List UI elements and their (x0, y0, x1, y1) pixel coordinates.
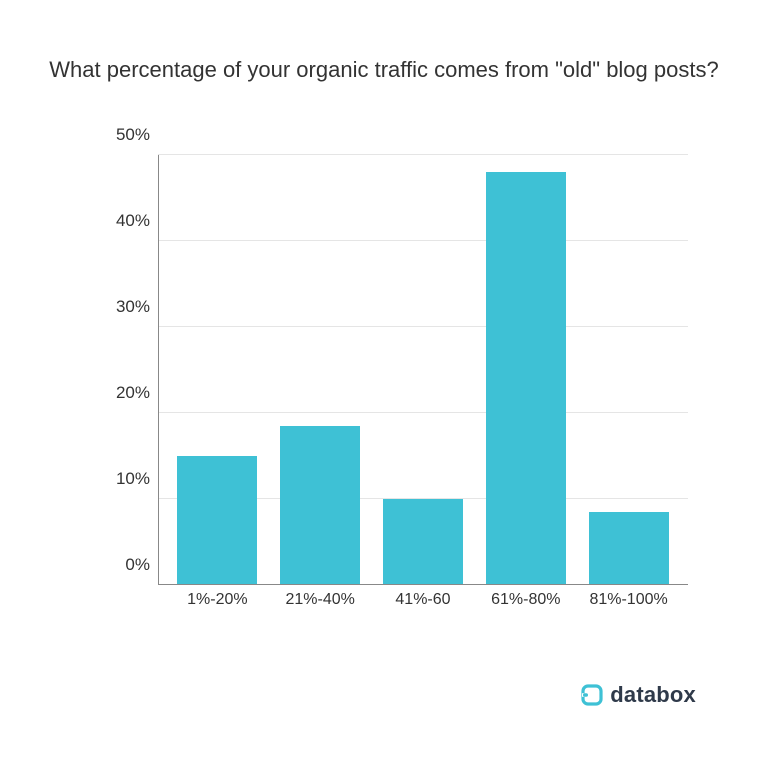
y-axis (158, 155, 159, 585)
x-axis (158, 584, 688, 585)
bar-slot (474, 155, 577, 585)
ytick-0: 0% (125, 555, 150, 575)
bar-2 (280, 426, 360, 585)
bar-3 (383, 499, 463, 585)
bars-container (158, 155, 688, 585)
xlabel-1: 21%-40% (269, 591, 372, 609)
ytick-3: 30% (116, 297, 150, 317)
bar-1 (177, 456, 257, 585)
bar-slot (372, 155, 475, 585)
bar-5 (589, 512, 669, 585)
ytick-5: 50% (116, 125, 150, 145)
chart-title: What percentage of your organic traffic … (0, 55, 768, 86)
xlabel-3: 61%-80% (474, 591, 577, 609)
bar-slot (577, 155, 680, 585)
ytick-1: 10% (116, 469, 150, 489)
bar-4 (486, 172, 566, 585)
ytick-4: 40% (116, 211, 150, 231)
ytick-2: 20% (116, 383, 150, 403)
bar-chart: 0% 10% 20% 30% 40% 50% 1%-20% 21%-40% 41… (98, 155, 688, 605)
xlabel-4: 81%-100% (577, 591, 680, 609)
bar-slot (166, 155, 269, 585)
x-labels: 1%-20% 21%-40% 41%-60 61%-80% 81%-100% (158, 591, 688, 609)
databox-icon (580, 683, 604, 707)
xlabel-0: 1%-20% (166, 591, 269, 609)
brand-name: databox (610, 682, 696, 708)
bar-slot (269, 155, 372, 585)
plot-area (158, 155, 688, 585)
xlabel-2: 41%-60 (372, 591, 475, 609)
brand-logo: databox (580, 682, 696, 708)
